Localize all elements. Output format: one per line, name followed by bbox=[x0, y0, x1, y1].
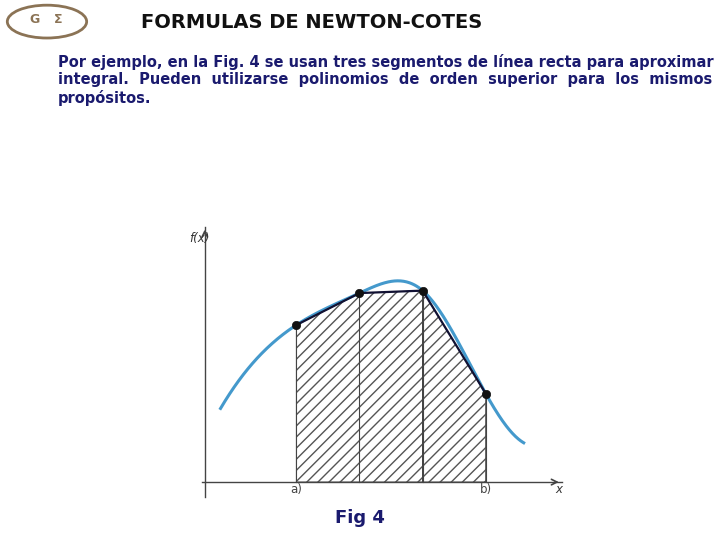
Text: Por ejemplo, en la Fig. 4 se usan tres segmentos de línea recta para aproximar l: Por ejemplo, en la Fig. 4 se usan tres s… bbox=[58, 54, 720, 106]
Text: f(x): f(x) bbox=[189, 232, 210, 245]
Text: x: x bbox=[555, 483, 562, 496]
Text: Σ: Σ bbox=[54, 13, 63, 26]
Text: G: G bbox=[30, 13, 40, 26]
Text: a): a) bbox=[290, 483, 302, 496]
Text: FORMULAS DE NEWTON-COTES: FORMULAS DE NEWTON-COTES bbox=[141, 13, 482, 32]
Text: b): b) bbox=[480, 483, 492, 496]
Text: Fig 4: Fig 4 bbox=[335, 509, 385, 528]
